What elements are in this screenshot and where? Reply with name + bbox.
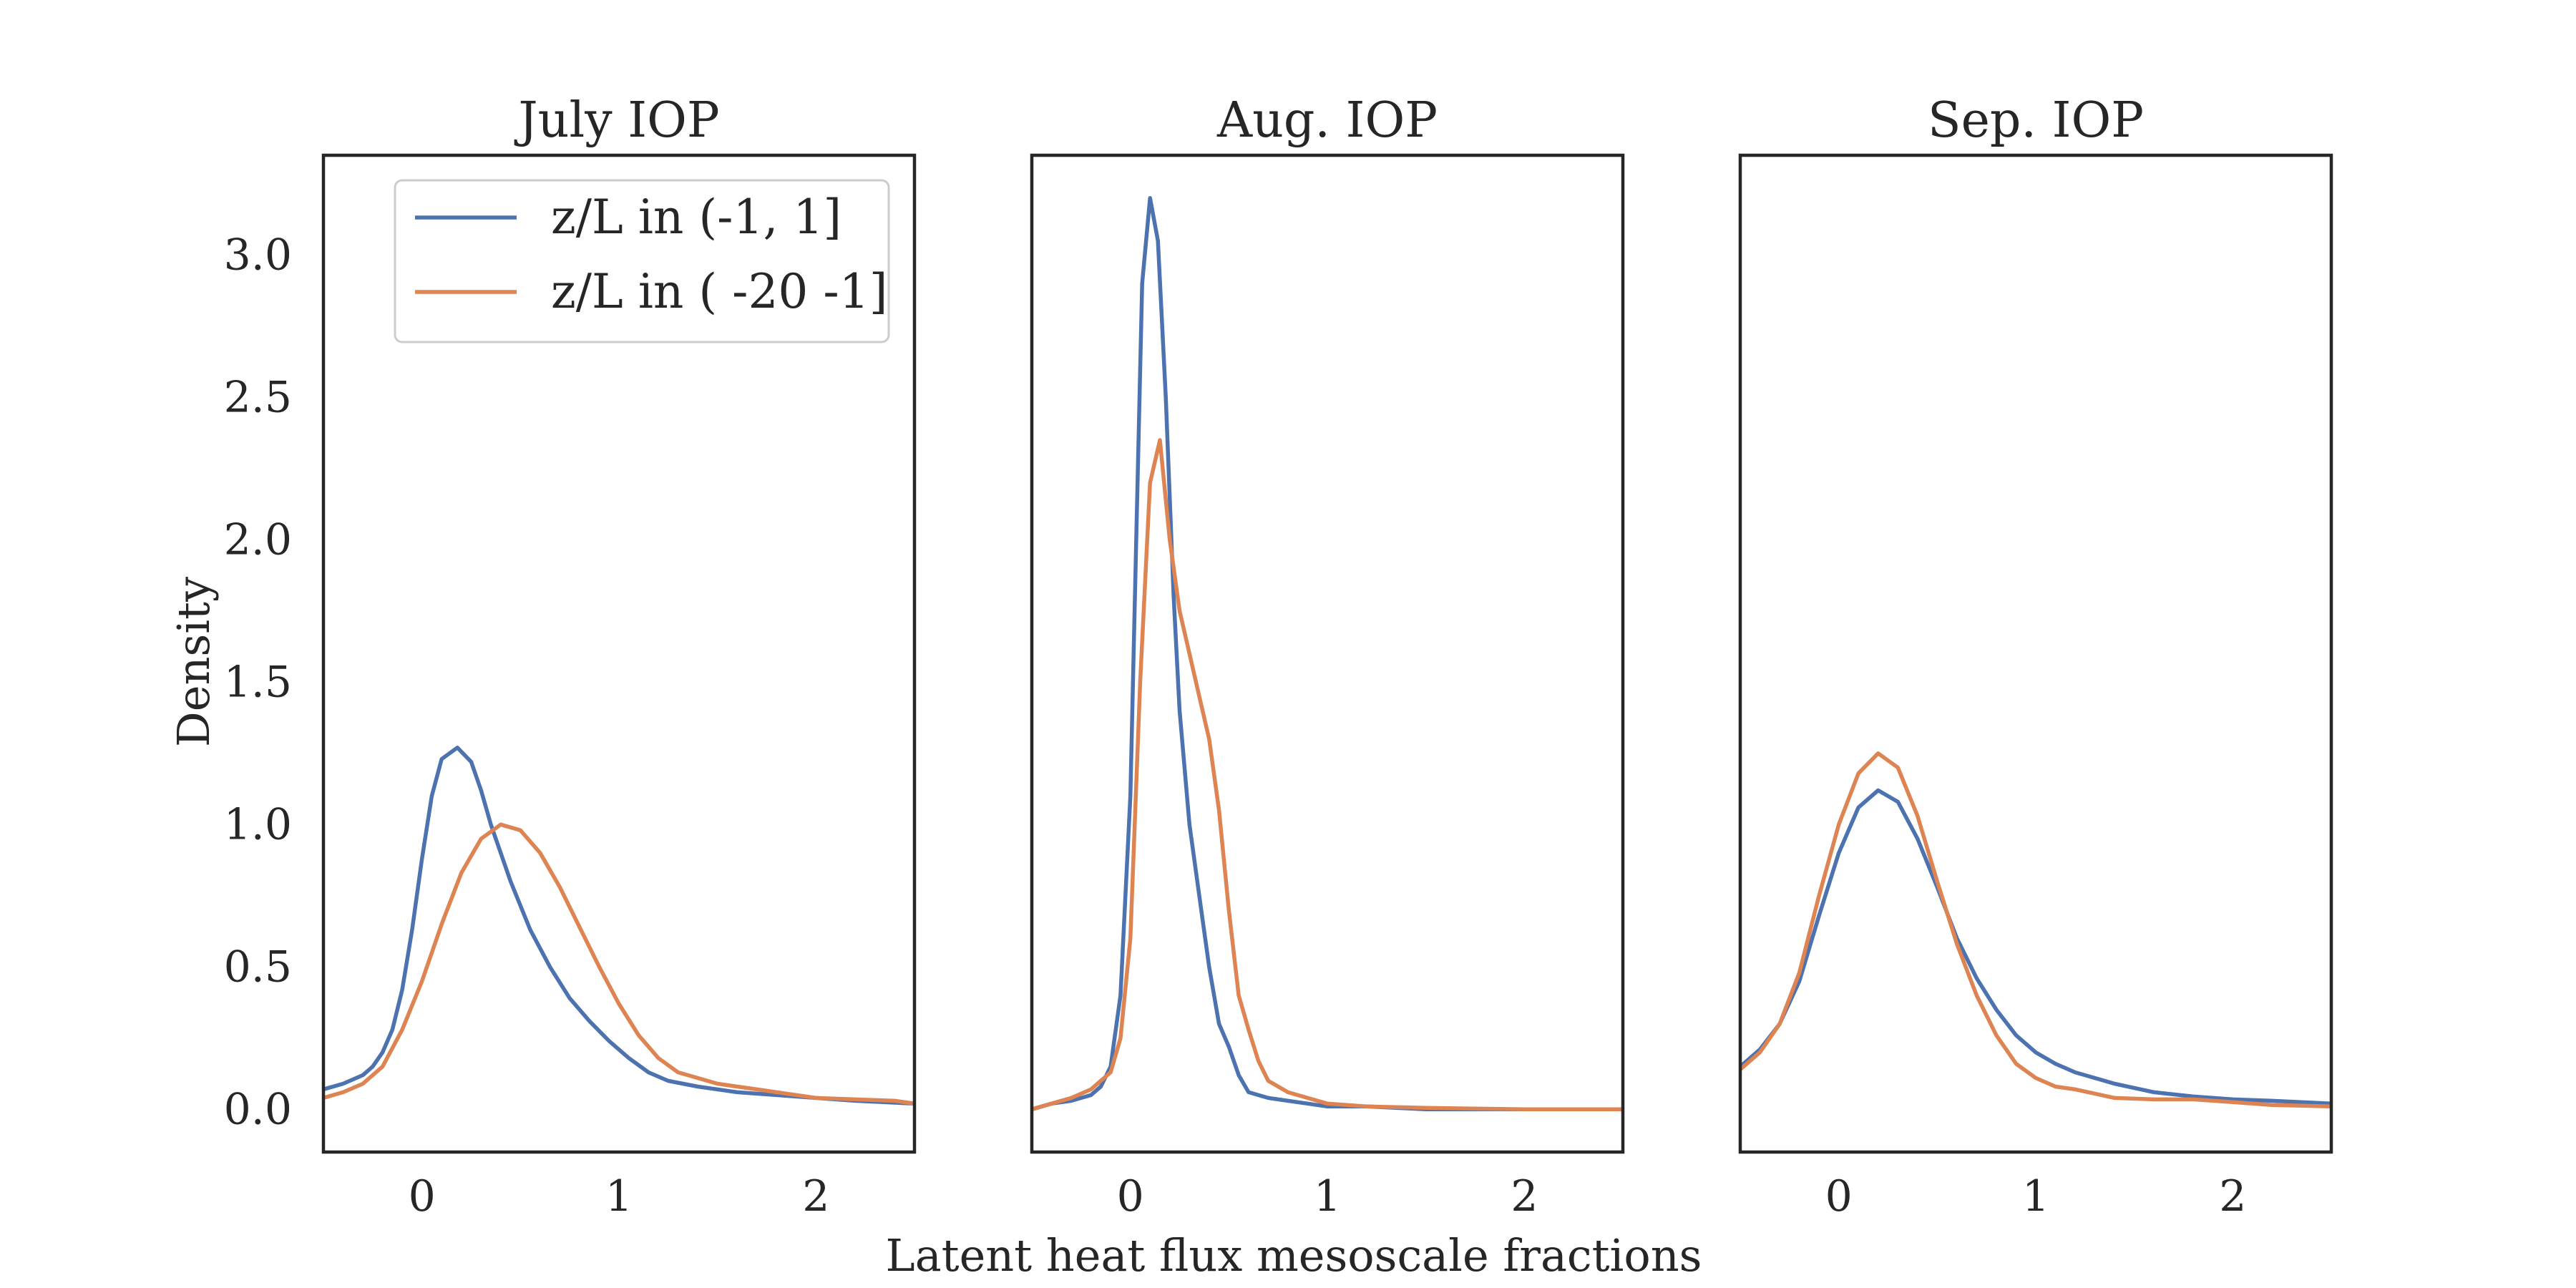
x-tick-label: 2 [802,1171,829,1221]
y-tick-label: 3.0 [224,230,292,280]
series-line-1 [323,746,914,1106]
x-tick-label: 2 [2219,1171,2246,1221]
axes-frame [1030,153,1625,1154]
y-tick-label: 0.0 [224,1084,292,1134]
series-line-1 [1740,788,2331,1106]
x-tick-label: 2 [1511,1171,1538,1221]
x-tick-label: 1 [1314,1171,1341,1221]
x-axis-label: Latent heat flux mesoscale fractions [886,1229,1702,1282]
axes-frame [321,153,917,1154]
x-tick-label: 1 [2022,1171,2049,1221]
y-tick-label: 1.5 [224,657,292,707]
x-tick-label: 0 [409,1171,436,1221]
series-line-2 [323,822,914,1106]
series-line-1 [1032,195,1623,1112]
legend-box [394,179,890,343]
axes-frame [1738,153,2333,1154]
panels: July IOP 0 1 2 0.0 0.5 1.0 1.5 2.0 2.5 3.0 Aug. IOP… [224,92,2333,1221]
y-tick-label: 2.5 [224,372,292,422]
x-tick-label: 1 [605,1171,633,1221]
x-tick-label: 0 [1117,1171,1144,1221]
y-tick-label: 2.0 [224,514,292,565]
panel-title: July IOP [514,92,719,149]
y-axis-label: Density [167,577,220,747]
legend-label: z/L in ( -20 -1] [551,264,887,319]
panel-3: Sep. IOP 0 1 2 [1738,92,2333,1221]
panel-title: Aug. IOP [1216,92,1438,149]
legend: z/L in (-1, 1] z/L in ( -20 -1] [394,179,890,343]
series-line-2 [1740,751,2331,1109]
legend-label: z/L in (-1, 1] [551,190,841,245]
y-tick-label: 0.5 [224,942,292,992]
series-line-2 [1032,438,1623,1112]
y-tick-label: 1.0 [224,799,292,849]
panel-1: July IOP 0 1 2 0.0 0.5 1.0 1.5 2.0 2.5 3.0 [224,92,917,1221]
panel-2: Aug. IOP 0 1 2 [1030,92,1625,1221]
x-tick-label: 0 [1825,1171,1853,1221]
panel-title: Sep. IOP [1928,92,2144,149]
